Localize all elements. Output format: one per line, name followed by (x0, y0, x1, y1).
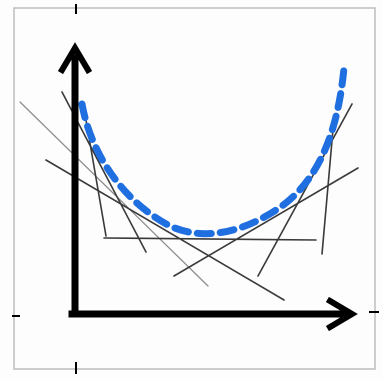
tangent-line (19, 101, 209, 287)
axes (57, 42, 358, 332)
tangent-line (257, 103, 353, 277)
frame-border (13, 7, 376, 370)
envelope-curve (78, 64, 348, 238)
y-axis-arrowhead (57, 42, 93, 75)
tangent-line (103, 237, 317, 241)
tangent-line (45, 159, 285, 301)
tangent-lines (19, 91, 359, 301)
x-axis-arrowhead (325, 296, 358, 332)
